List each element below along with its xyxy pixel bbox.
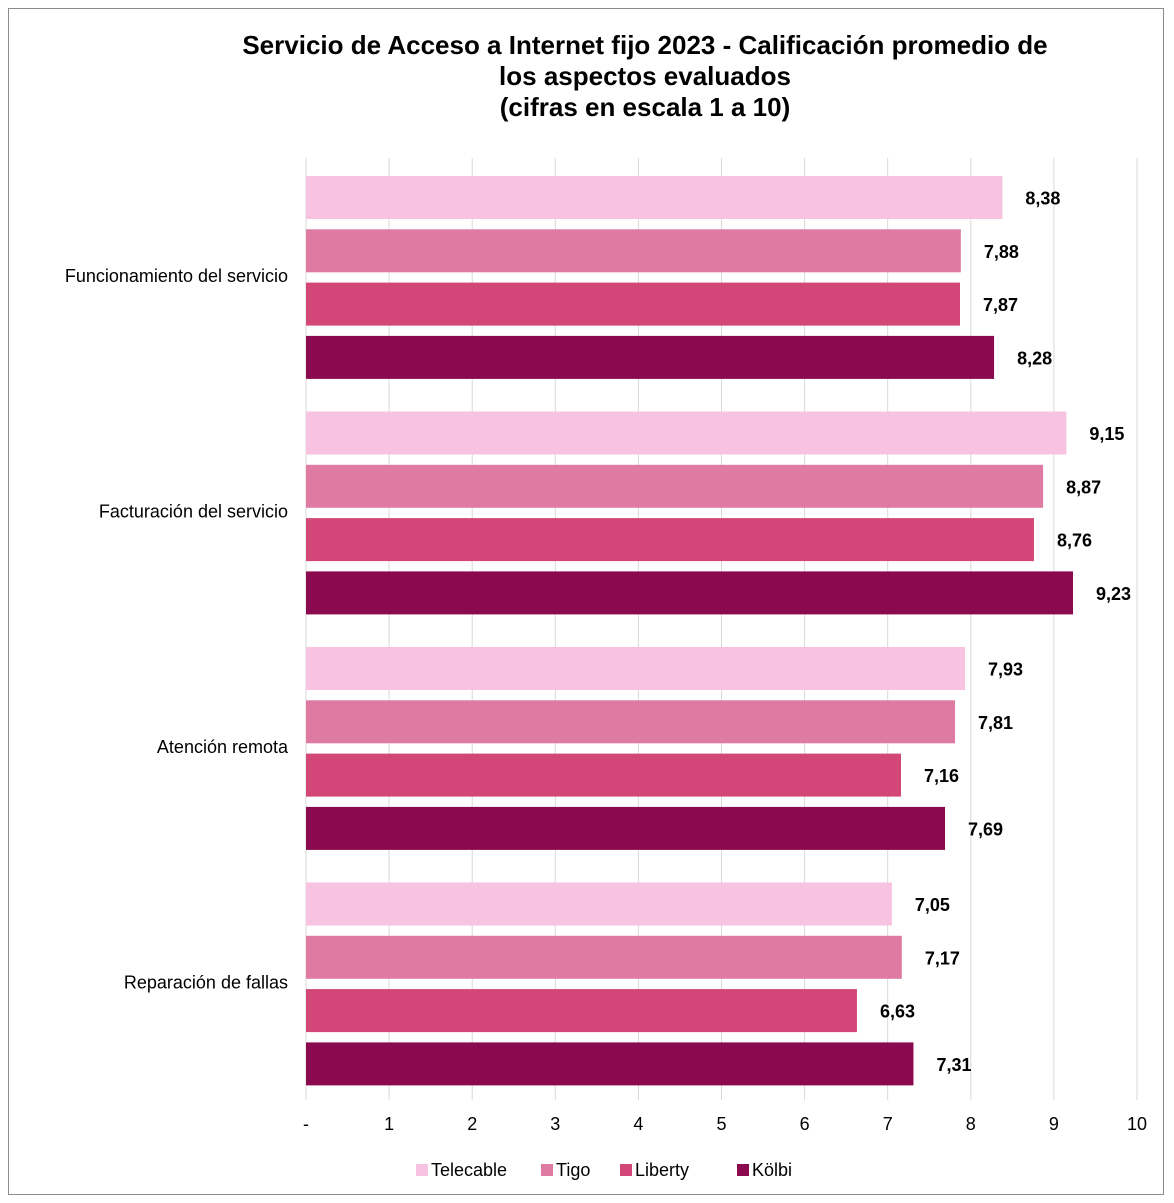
value-label: 7,16	[924, 766, 959, 786]
legend: Telecable Tigo Liberty Kölbi	[416, 1160, 792, 1180]
bar	[306, 882, 892, 926]
bar	[306, 571, 1074, 615]
bar	[306, 229, 961, 273]
category-label: Facturación del servicio	[99, 501, 288, 521]
value-label: 7,93	[988, 660, 1023, 680]
value-label: 7,69	[968, 819, 1003, 839]
bar	[306, 335, 995, 379]
bars	[306, 176, 1074, 1086]
x-tick-label: 8	[966, 1114, 976, 1134]
value-label: 7,31	[936, 1055, 971, 1075]
value-label: 6,63	[880, 1002, 915, 1022]
x-tick-label: 9	[1049, 1114, 1059, 1134]
legend-label: Kölbi	[752, 1160, 792, 1180]
bar	[306, 647, 965, 690]
x-tick-label: 10	[1127, 1114, 1147, 1134]
chart-title-line-1: Servicio de Acceso a Internet fijo 2023 …	[242, 30, 1048, 60]
bar	[306, 176, 1003, 219]
value-label: 7,88	[984, 242, 1019, 262]
x-tick-label: 7	[883, 1114, 893, 1134]
value-label: 7,17	[925, 948, 960, 968]
legend-swatch	[416, 1164, 428, 1176]
bar	[306, 1042, 914, 1086]
value-label: 8,87	[1066, 477, 1101, 497]
bar	[306, 806, 946, 850]
value-label: 7,81	[978, 713, 1013, 733]
value-label: 7,87	[983, 295, 1018, 315]
legend-label: Tigo	[556, 1160, 590, 1180]
x-tick-label: 6	[800, 1114, 810, 1134]
value-label: 8,28	[1017, 348, 1052, 368]
value-labels: 8,38 7,88 7,87 8,28 9,15 8,87 8,76 9,23 7,93 7,81…	[880, 189, 1131, 1075]
chart-title-line-2: los aspectos evaluados	[499, 61, 791, 91]
category-labels: Funcionamiento del servicio Facturación d…	[65, 266, 289, 993]
value-label: 8,76	[1057, 531, 1092, 551]
legend-swatch	[620, 1164, 632, 1176]
legend-label: Liberty	[635, 1160, 689, 1180]
x-tick-label: 5	[716, 1114, 726, 1134]
value-label: 9,23	[1096, 584, 1131, 604]
x-tick-label: 3	[550, 1114, 560, 1134]
bar	[306, 753, 901, 797]
x-axis-ticks: - 1 2 3 4 5 6 7 8 9 10	[303, 1114, 1147, 1134]
bar	[306, 411, 1067, 455]
legend-swatch	[541, 1164, 553, 1176]
bar	[306, 700, 956, 744]
legend-swatch	[737, 1164, 749, 1176]
bar	[306, 282, 960, 326]
bar	[306, 989, 857, 1033]
category-label: Atención remota	[157, 737, 289, 757]
x-tick-label: -	[303, 1114, 309, 1134]
legend-label: Telecable	[431, 1160, 507, 1180]
x-tick-label: 1	[384, 1114, 394, 1134]
x-tick-label: 2	[467, 1114, 477, 1134]
value-label: 8,38	[1025, 189, 1060, 209]
value-label: 9,15	[1089, 424, 1124, 444]
x-tick-label: 4	[633, 1114, 643, 1134]
category-label: Reparación de fallas	[124, 972, 288, 992]
bar	[306, 464, 1044, 508]
chart-title-line-3: (cifras en escala 1 a 10)	[499, 92, 791, 122]
chart-title: Servicio de Acceso a Internet fijo 2023 …	[0, 30, 1174, 123]
bar	[306, 935, 902, 979]
bar	[306, 518, 1034, 562]
value-label: 7,05	[915, 895, 950, 915]
category-label: Funcionamiento del servicio	[65, 266, 288, 286]
